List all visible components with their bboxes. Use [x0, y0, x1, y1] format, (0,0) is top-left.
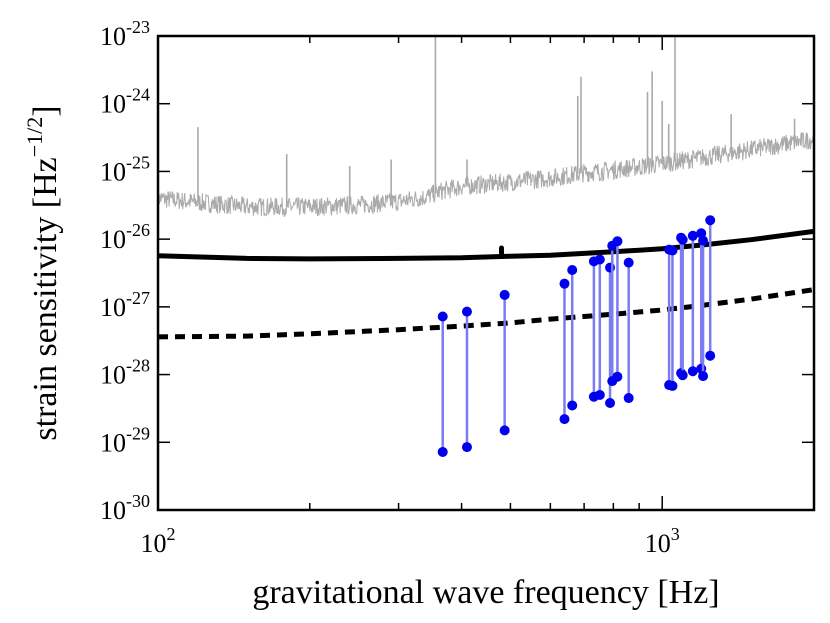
- y-tick-label: 10-24: [100, 85, 150, 119]
- y-tick-label: 10-23: [100, 17, 150, 51]
- pulsar-upper-point: [594, 254, 605, 265]
- pulsar-upper-point: [605, 262, 616, 273]
- pulsar-lower-point: [623, 393, 634, 404]
- pulsar-lower-point: [559, 414, 570, 425]
- x-tick-label-exponent: 3: [671, 524, 680, 544]
- y-tick-label-exponent: -28: [126, 356, 150, 376]
- solid-sensitivity-curve: [158, 228, 814, 262]
- y-tick-label-exponent: -27: [126, 288, 150, 308]
- noise-curve-line: [158, 132, 814, 217]
- y-axis-title-exponent: −1/2: [22, 117, 47, 158]
- y-tick-label-exponent: -25: [126, 152, 150, 172]
- x-tick-labels: 102 103: [141, 524, 680, 558]
- y-tick-label-base: 10: [100, 225, 126, 254]
- pulsar-lower-point: [594, 389, 605, 400]
- pulsar-lower-point: [612, 371, 623, 382]
- pulsar-lower-point: [437, 446, 448, 457]
- y-tick-label-base: 10: [100, 428, 126, 457]
- pulsar-upper-point: [559, 278, 570, 289]
- x-tick-label-base: 10: [645, 529, 671, 558]
- y-tick-label-exponent: -30: [126, 491, 150, 511]
- y-axis-title-close: ]: [27, 105, 64, 116]
- pulsar-upper-point: [612, 236, 623, 247]
- y-tick-label-exponent: -29: [126, 423, 150, 443]
- x-tick-label: 103: [645, 524, 680, 558]
- pulsar-upper-point: [461, 306, 472, 317]
- pulsar-upper-point: [687, 230, 698, 241]
- y-tick-label-exponent: -23: [126, 17, 150, 37]
- pulsar-lower-point: [698, 371, 709, 382]
- pulsar-upper-point: [623, 257, 634, 268]
- ticks: [157, 35, 815, 511]
- y-axis-title-main: strain sensitivity [Hz: [27, 157, 64, 440]
- y-tick-label-base: 10: [100, 157, 126, 186]
- y-tick-label-base: 10: [100, 293, 126, 322]
- y-tick-label-base: 10: [100, 22, 126, 51]
- y-tick-label-exponent: -24: [126, 85, 150, 105]
- x-axis-title: gravitational wave frequency [Hz]: [252, 574, 719, 611]
- pulsar-upper-point: [667, 245, 678, 256]
- x-tick-label-exponent: 2: [167, 524, 176, 544]
- pulsar-upper-point: [698, 235, 709, 246]
- y-tick-label: 10-25: [100, 152, 150, 186]
- pulsar-markers: [437, 215, 716, 457]
- y-tick-label: 10-30: [100, 491, 150, 525]
- pulsar-upper-point: [567, 265, 578, 276]
- pulsar-lower-point: [677, 370, 688, 381]
- y-tick-label: 10-28: [100, 356, 150, 390]
- y-tick-label-exponent: -26: [126, 220, 150, 240]
- y-tick-label-base: 10: [100, 361, 126, 390]
- pulsar-upper-point: [677, 234, 688, 245]
- pulsar-lower-point: [667, 380, 678, 391]
- pulsar-lower-point: [605, 398, 616, 409]
- pulsar-upper-point: [499, 289, 510, 300]
- x-tick-label: 102: [141, 524, 176, 558]
- pulsar-lower-point: [567, 400, 578, 411]
- y-tick-label: 10-26: [100, 220, 150, 254]
- x-tick-label-base: 10: [141, 529, 167, 558]
- y-tick-label: 10-27: [100, 288, 150, 322]
- plot-area: [158, 36, 814, 457]
- pulsar-lower-point: [705, 350, 716, 361]
- pulsar-lower-point: [687, 366, 698, 377]
- pulsar-upper-point: [705, 215, 716, 226]
- sensitivity-curves: [158, 228, 814, 340]
- plot-frame: [156, 34, 816, 512]
- y-axis-title: strain sensitivity [Hz−1/2]: [22, 105, 64, 440]
- dashed-sensitivity-curve: [158, 287, 814, 340]
- y-tick-label: 10-29: [100, 423, 150, 457]
- y-tick-label-base: 10: [100, 496, 126, 525]
- pulsar-lower-point: [461, 442, 472, 453]
- pulsar-upper-point: [437, 311, 448, 322]
- y-tick-label-base: 10: [100, 90, 126, 119]
- pulsar-lower-point: [499, 425, 510, 436]
- noise-curve: [158, 36, 814, 217]
